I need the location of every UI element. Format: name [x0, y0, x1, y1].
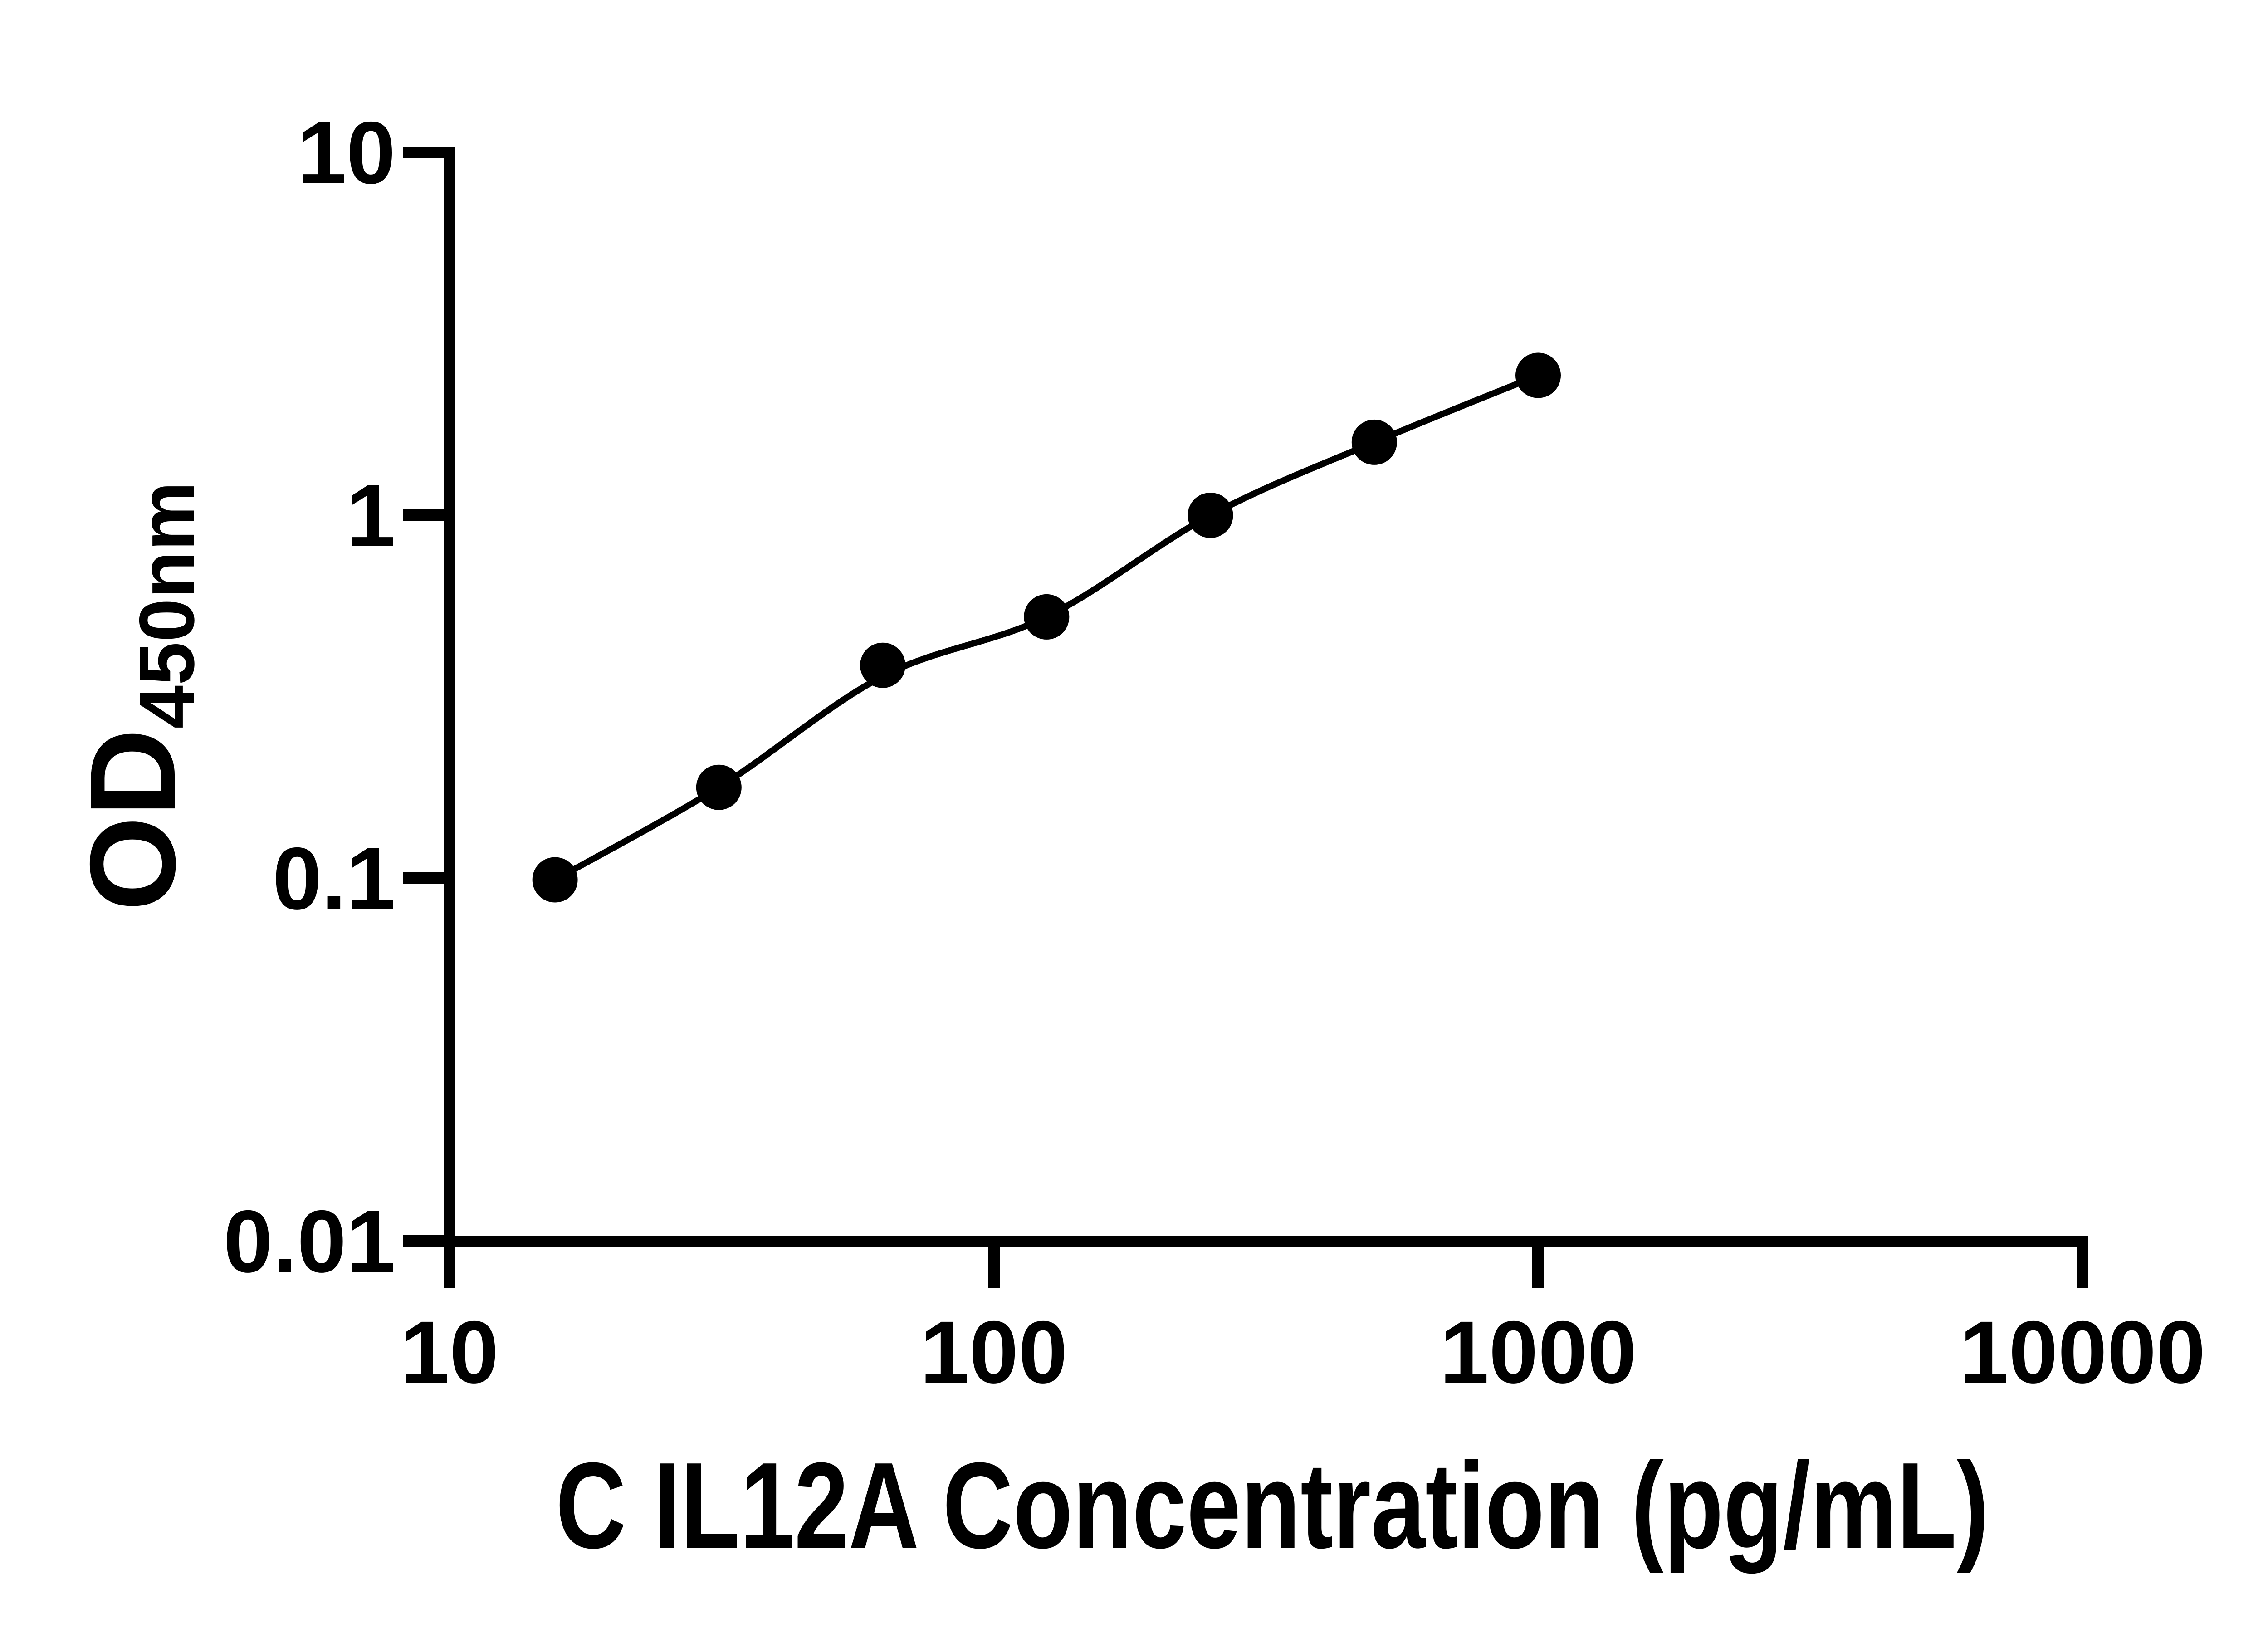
y-tick-labels: 10 1 0.1 0.01: [223, 103, 396, 1291]
data-point: [1515, 352, 1561, 398]
data-point: [1351, 419, 1397, 465]
y-axis-title-subscript: 450nm: [123, 482, 210, 729]
x-tick-label: 100: [920, 1303, 1067, 1402]
x-tick-labels: 10 100 1000 10000: [401, 1303, 2206, 1402]
x-tick-label: 10: [401, 1303, 499, 1402]
data-point: [860, 642, 906, 688]
y-axis-title: OD450nm: [64, 482, 210, 911]
x-axis-title: C IL12A Concentration (pg/mL): [556, 1437, 1989, 1574]
data-point: [696, 764, 742, 810]
y-tick-label: 1: [347, 466, 396, 565]
x-tick-label: 1000: [1440, 1303, 1637, 1402]
axis-labels: 10 100 1000 10000 10 1 0.1 0.01 C IL12A Concen…: [64, 103, 2205, 1574]
axis-ticks: [403, 147, 2088, 1288]
y-tick-label: 0.1: [273, 829, 396, 928]
y-tick-label: 10: [297, 103, 396, 202]
data-point: [1024, 594, 1070, 640]
y-tick-label: 0.01: [223, 1192, 396, 1291]
data-point: [532, 857, 578, 903]
data-point: [1188, 493, 1233, 538]
x-tick-label: 10000: [1960, 1303, 2205, 1402]
data-points: [532, 352, 1561, 903]
axes: [403, 147, 2088, 1247]
y-axis-title-main: OD: [64, 728, 200, 911]
